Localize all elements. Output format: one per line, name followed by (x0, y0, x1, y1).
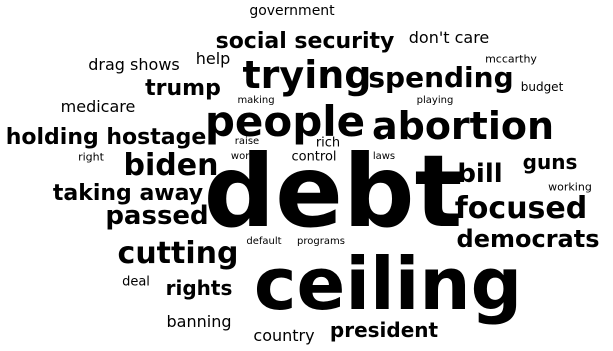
word-debt: debt (203, 133, 463, 250)
word-holding-hostage: holding hostage (5, 125, 207, 150)
word-playing: playing (416, 95, 454, 106)
word-social-security: social security (215, 29, 395, 54)
word-biden: biden (123, 148, 219, 183)
word-focused: focused (454, 191, 588, 226)
word-passed: passed (105, 201, 209, 231)
word-mccarthy: mccarthy (485, 52, 537, 66)
word-control: control (291, 149, 337, 165)
word-medicare: medicare (60, 97, 136, 116)
word-deal: deal (122, 274, 150, 290)
word-drag-shows: drag shows (88, 55, 180, 74)
word-taking-away: taking away (52, 181, 204, 206)
word-rich: rich (315, 135, 341, 151)
word-work: work (230, 151, 256, 162)
word-laws: laws (372, 151, 396, 162)
word-democrats: democrats (456, 225, 600, 253)
word-spending: spending (368, 61, 514, 94)
word-rights: rights (165, 276, 233, 300)
word-guns: guns (522, 150, 578, 174)
word-budget: budget (520, 80, 564, 94)
word-right: right (78, 150, 104, 164)
word-president: president (329, 318, 439, 342)
word-people: people (204, 97, 366, 146)
word-bill: bill (457, 159, 503, 189)
word-abortion: abortion (371, 104, 555, 148)
word-dont-care: don't care (408, 28, 490, 47)
word-making: making (237, 95, 275, 106)
word-banning: banning (166, 312, 232, 331)
word-ceiling: ceiling (253, 242, 523, 326)
word-country: country (253, 326, 315, 345)
word-default: default (246, 236, 282, 247)
word-cutting: cutting (117, 236, 239, 271)
word-raise: raise (234, 136, 260, 147)
word-trump: trump (145, 76, 221, 101)
word-working: working (548, 180, 592, 194)
word-help: help (195, 49, 231, 68)
word-programs: programs (297, 236, 345, 247)
word-trying: trying (242, 53, 372, 97)
word-government: government (249, 3, 335, 19)
